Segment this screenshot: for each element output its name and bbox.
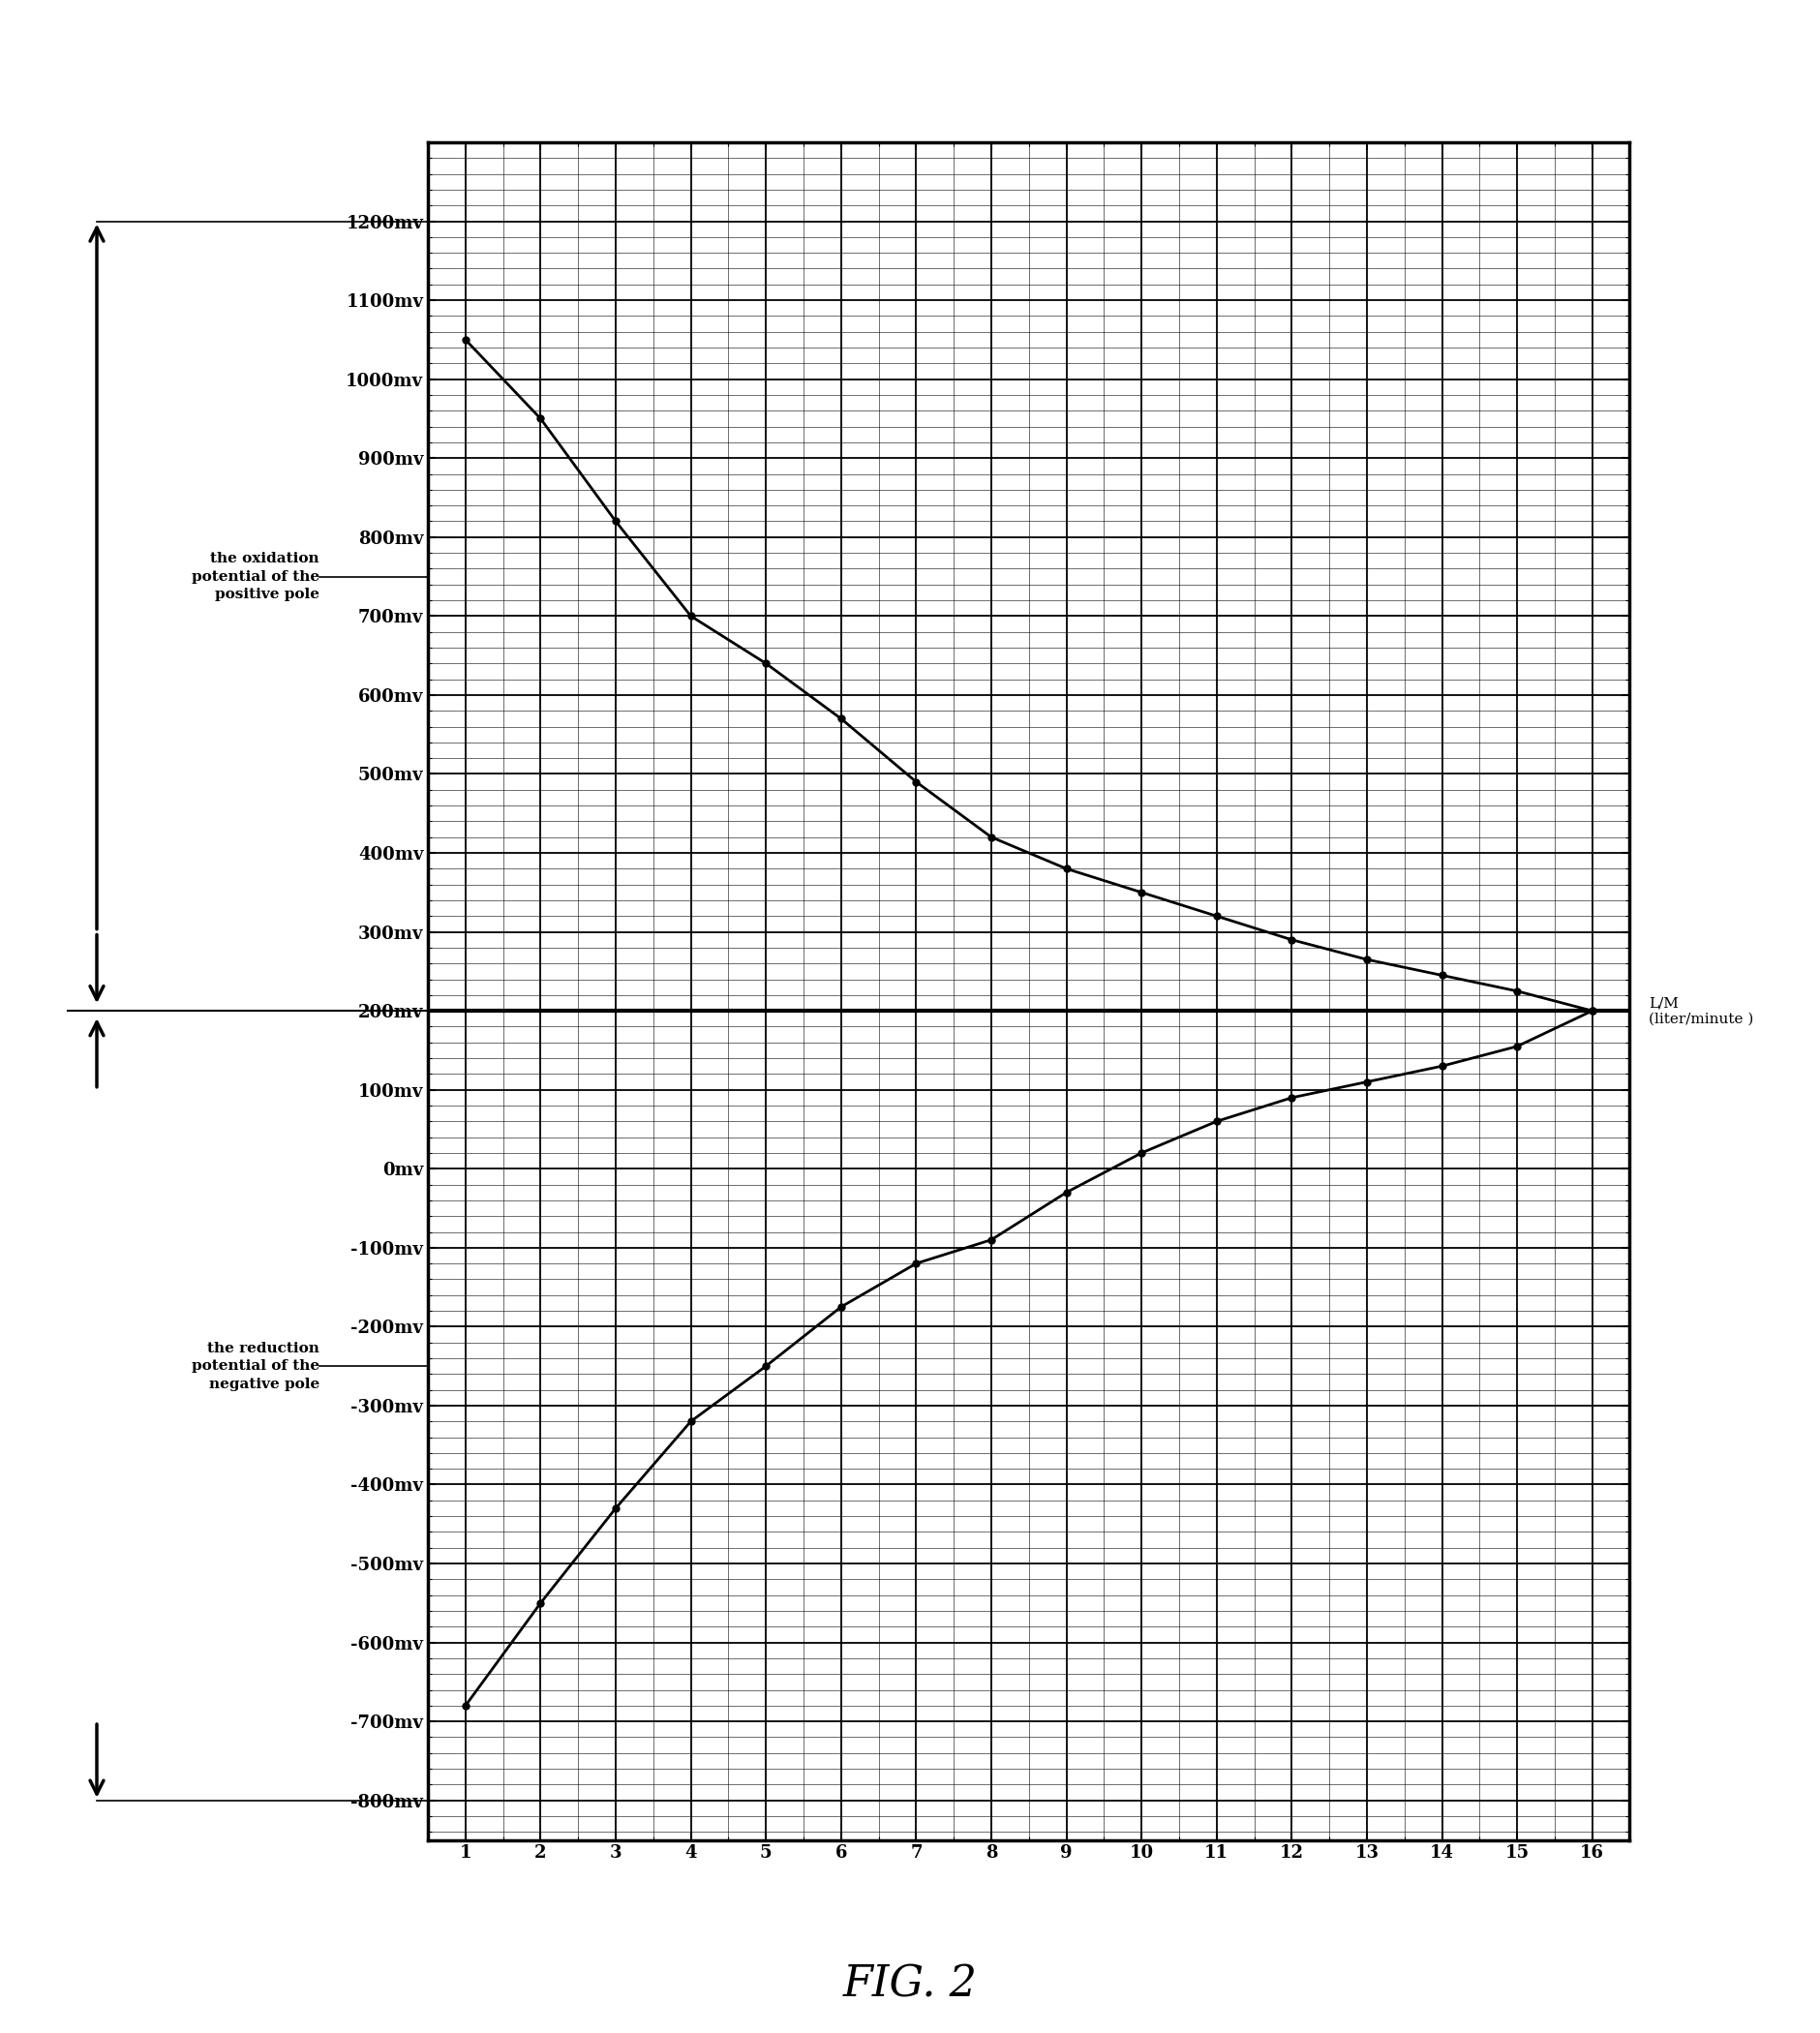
Text: L/M
(liter/minute ): L/M (liter/minute ): [1647, 996, 1753, 1025]
Text: the reduction
potential of the
negative pole: the reduction potential of the negative …: [191, 1342, 318, 1391]
Text: the oxidation
potential of the
positive pole: the oxidation potential of the positive …: [191, 553, 318, 602]
Text: FIG. 2: FIG. 2: [843, 1964, 977, 2005]
